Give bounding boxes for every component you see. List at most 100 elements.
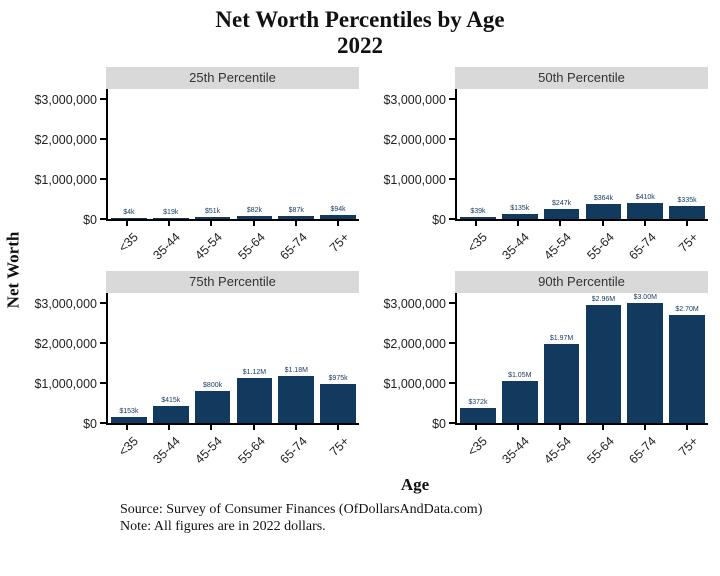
y-tick-label: $1,000,000 [383, 376, 446, 391]
x-axis-ticks: <35 35-44 45-54 55-64 65-74 75+ [106, 220, 359, 269]
y-tick-label: $2,000,000 [34, 336, 97, 351]
bar [236, 377, 273, 423]
bar [669, 205, 705, 219]
y-tick-label: $2,000,000 [383, 132, 446, 147]
x-tick-mark [643, 424, 646, 430]
y-tick-mark [449, 421, 455, 424]
y-tick-label: $1,000,000 [34, 172, 97, 187]
x-tick-mark [336, 424, 339, 430]
x-tick-label: 65-74 [277, 229, 310, 263]
bar [460, 407, 496, 423]
bar-value-label: $153k [119, 407, 139, 415]
x-tick-mark [601, 220, 604, 226]
x-tick-mark [294, 220, 297, 226]
bar-value-label: $1.05M [508, 371, 532, 379]
bar-value-label: $247k [552, 199, 572, 207]
y-tick-mark [100, 137, 106, 140]
bar [585, 203, 622, 219]
x-tick-mark [517, 220, 520, 226]
x-tick-mark [685, 424, 688, 430]
facet-panel-25th-percentile: 25th Percentile $0 $1,000,000 $2,000,000 $3… [26, 66, 359, 269]
bar [194, 390, 231, 423]
x-tick-mark [601, 424, 604, 430]
x-tick-mark [168, 424, 171, 430]
bar [501, 213, 538, 219]
x-tick-mark [517, 424, 520, 430]
bar-value-label: $4k [123, 208, 135, 216]
chart-title: Net Worth Percentiles by Age [215, 7, 505, 32]
x-tick-mark [252, 424, 255, 430]
bar-value-label: $82k [246, 206, 262, 214]
facet-header: 75th Percentile [106, 270, 359, 293]
x-tick-label: 35-44 [150, 433, 184, 467]
bar-value-label: $19k [163, 208, 179, 216]
y-tick-label: $0 [432, 212, 446, 227]
bar-value-label: $135k [510, 204, 530, 212]
bar-value-label: $372k [468, 398, 488, 406]
facet-panel-50th-percentile: 50th Percentile $0 $1,000,000 $2,000,000 $3… [375, 66, 708, 269]
x-tick-mark [559, 424, 562, 430]
plot-area: $372k $1.05M $1.97M $2.96M $3.00M $2.70M [455, 292, 708, 425]
chart-region: Net Worth 25th Percentile $0 $1,000,000 $2… [0, 66, 720, 473]
y-axis-ticks: $0 $1,000,000 $2,000,000 $3,000,000 [375, 293, 455, 431]
bar [627, 302, 664, 423]
x-tick-label: 65-74 [277, 433, 310, 467]
facet-panel-75th-percentile: 75th Percentile $0 $1,000,000 $2,000,000 $3… [26, 270, 359, 473]
bar [278, 215, 315, 219]
x-tick-mark [336, 220, 339, 226]
plot-area: $153k $415k $800k $1.12M $1.18M $975k [106, 292, 359, 425]
bar-value-label: $3.00M [633, 293, 657, 301]
x-tick-mark [559, 220, 562, 226]
y-tick-label: $3,000,000 [34, 296, 97, 311]
footer-notes: Source: Survey of Consumer Finances (OfD… [120, 501, 720, 536]
x-tick-label: 45-54 [192, 229, 226, 263]
bar [320, 214, 356, 219]
bar [669, 314, 705, 423]
x-tick-mark [294, 424, 297, 430]
x-tick-label: 45-54 [192, 433, 226, 467]
bar [543, 343, 580, 423]
x-tick-mark [168, 220, 171, 226]
y-axis-ticks: $0 $1,000,000 $2,000,000 $3,000,000 [375, 89, 455, 227]
x-tick-label: 55-64 [234, 433, 268, 467]
bar [320, 383, 356, 423]
facet-header: 50th Percentile [455, 66, 708, 89]
y-tick-label: $1,000,000 [383, 172, 446, 187]
x-axis-ticks: <35 35-44 45-54 55-64 65-74 75+ [455, 424, 708, 473]
bar-value-label: $335k [677, 196, 697, 204]
x-tick-mark [126, 220, 129, 226]
bar-value-label: $39k [470, 207, 486, 215]
x-tick-label: 75+ [326, 433, 352, 459]
x-tick-label: 55-64 [583, 229, 617, 263]
bar-value-label: $94k [330, 205, 346, 213]
bar [627, 202, 664, 219]
x-tick-mark [210, 424, 213, 430]
bar-value-label: $415k [161, 396, 181, 404]
chart-subtitle-year: 2022 [337, 32, 383, 58]
x-tick-mark [252, 220, 255, 226]
x-tick-label: 35-44 [499, 433, 533, 467]
bar [111, 217, 147, 219]
y-tick-label: $2,000,000 [34, 132, 97, 147]
facet-header: 25th Percentile [106, 66, 359, 89]
bar [152, 217, 189, 219]
bar-value-label: $2.96M [591, 295, 616, 303]
x-tick-label: 75+ [675, 229, 701, 255]
x-tick-label: <35 [465, 229, 490, 255]
bar-value-label: $975k [328, 374, 348, 382]
x-tick-mark [475, 220, 478, 226]
x-tick-label: <35 [465, 433, 490, 459]
y-tick-label: $0 [83, 212, 97, 227]
bar-value-label: $1.12M [242, 368, 267, 376]
y-axis-title-strip: Net Worth [0, 67, 26, 473]
bar-value-label: $410k [635, 193, 655, 201]
bar [194, 216, 231, 219]
x-tick-label: <35 [116, 433, 141, 459]
facet-header: 90th Percentile [455, 270, 708, 293]
bar [278, 375, 315, 423]
y-tick-label: $1,000,000 [34, 376, 97, 391]
y-tick-label: $2,000,000 [383, 336, 446, 351]
x-tick-label: 65-74 [626, 433, 659, 467]
bar [111, 416, 147, 423]
y-tick-mark [449, 97, 455, 100]
